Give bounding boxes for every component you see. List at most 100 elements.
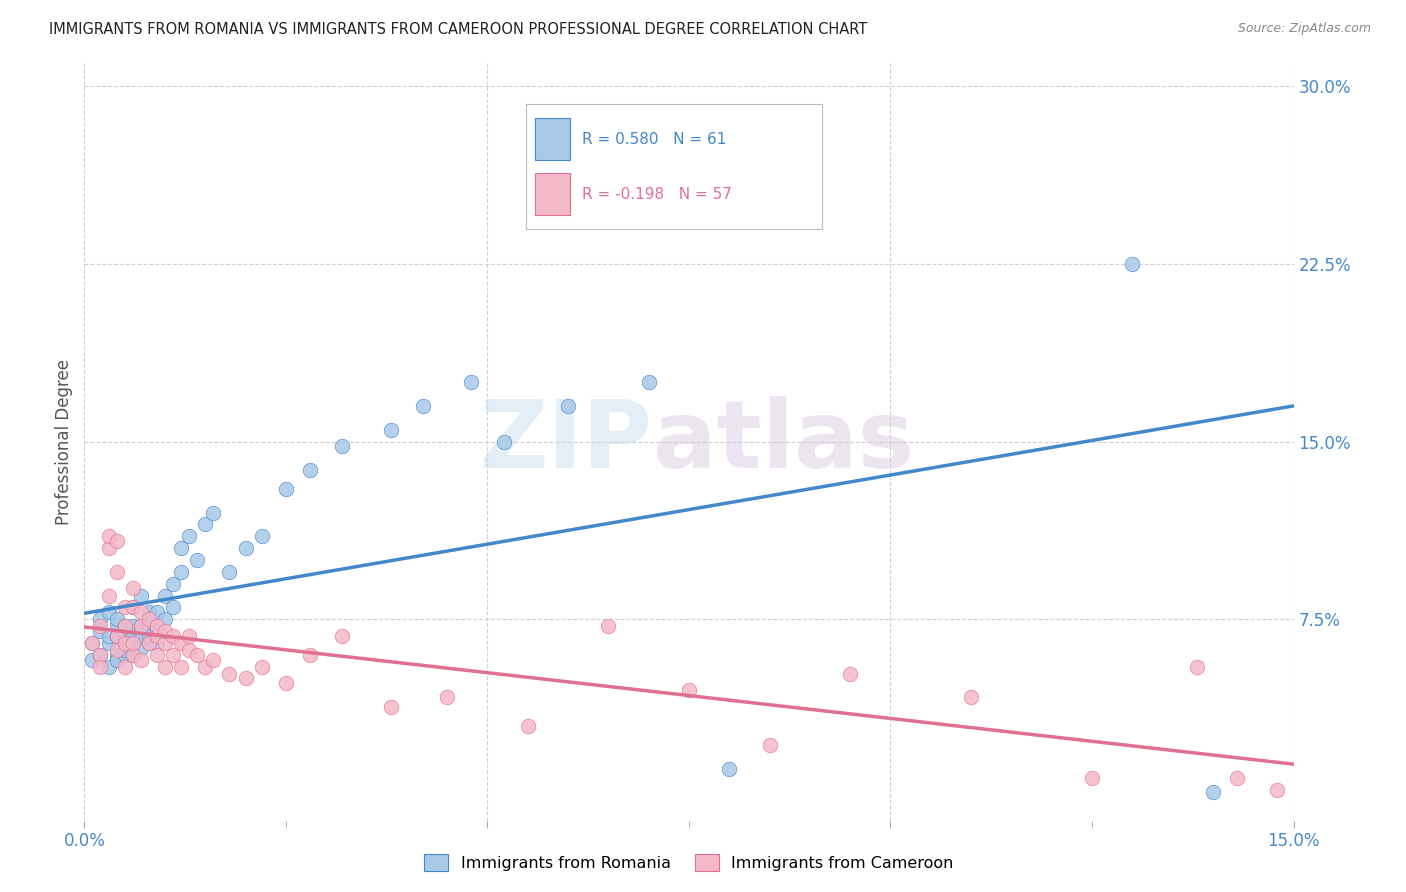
Point (121, 636, 143, 650)
Point (121, 600, 143, 615)
Point (186, 648, 208, 662)
Point (138, 612, 160, 626)
Point (129, 605, 152, 619)
Point (89, 648, 111, 662)
Point (146, 624, 169, 639)
Point (114, 648, 136, 662)
Point (179, 529, 201, 543)
Point (138, 629, 160, 643)
Point (114, 600, 136, 615)
Point (194, 659, 217, 673)
Point (330, 629, 353, 643)
Point (105, 648, 128, 662)
Point (1226, 771, 1249, 785)
Text: IMMIGRANTS FROM ROMANIA VS IMMIGRANTS FROM CAMEROON PROFESSIONAL DEGREE CORRELAT: IMMIGRANTS FROM ROMANIA VS IMMIGRANTS FR… (49, 22, 868, 37)
Point (114, 643, 136, 657)
Point (202, 652, 225, 666)
Point (114, 636, 136, 650)
Point (235, 672, 257, 686)
Point (516, 719, 538, 733)
Point (274, 676, 297, 690)
Point (114, 636, 136, 650)
Point (114, 624, 136, 639)
Point (250, 529, 273, 543)
Point (250, 659, 273, 673)
Point (114, 629, 136, 643)
Point (97, 589, 120, 603)
Point (758, 738, 780, 752)
Point (121, 629, 143, 643)
Point (146, 648, 169, 662)
Text: ZIP: ZIP (479, 395, 652, 488)
Point (146, 605, 169, 619)
Point (146, 636, 169, 650)
Point (97, 629, 120, 643)
Point (153, 659, 176, 673)
Point (170, 541, 193, 556)
Point (218, 666, 240, 681)
Point (97, 636, 120, 650)
Point (121, 619, 143, 633)
Point (114, 659, 136, 673)
Point (146, 629, 169, 643)
Point (121, 636, 143, 650)
Point (179, 629, 201, 643)
Point (121, 582, 143, 596)
Point (299, 648, 322, 662)
Point (162, 576, 184, 591)
Point (82, 652, 104, 666)
Point (105, 629, 128, 643)
Point (129, 619, 152, 633)
Point (598, 619, 620, 633)
Point (82, 636, 104, 650)
Point (380, 423, 402, 437)
Point (194, 517, 217, 532)
Point (436, 690, 458, 705)
Point (89, 612, 111, 626)
Point (557, 399, 579, 413)
Point (718, 762, 741, 776)
Point (412, 399, 434, 413)
Point (162, 629, 184, 643)
Point (1081, 771, 1104, 785)
Point (105, 612, 128, 626)
Point (678, 683, 700, 698)
Point (637, 376, 659, 390)
Point (105, 617, 128, 632)
Point (129, 589, 152, 603)
Point (218, 565, 240, 579)
Point (121, 648, 143, 662)
Point (330, 439, 353, 453)
Point (82, 636, 104, 650)
Point (121, 600, 143, 615)
Point (186, 553, 208, 567)
Point (138, 636, 160, 650)
Point (460, 376, 482, 390)
Point (138, 636, 160, 650)
Point (380, 699, 402, 714)
Point (153, 624, 176, 639)
Point (1267, 782, 1289, 797)
Point (129, 652, 152, 666)
Point (492, 434, 515, 449)
Point (1185, 659, 1208, 673)
Point (153, 612, 176, 626)
Point (960, 690, 983, 705)
Point (129, 619, 152, 633)
Point (97, 659, 120, 673)
Point (89, 619, 111, 633)
Point (97, 529, 120, 543)
Point (839, 666, 862, 681)
Point (1121, 257, 1143, 271)
Point (170, 636, 193, 650)
Point (129, 629, 152, 643)
Point (97, 541, 120, 556)
Point (89, 648, 111, 662)
Point (97, 605, 120, 619)
Point (138, 605, 160, 619)
Point (89, 659, 111, 673)
Point (105, 534, 128, 549)
Point (105, 565, 128, 579)
Point (138, 619, 160, 633)
Text: Source: ZipAtlas.com: Source: ZipAtlas.com (1237, 22, 1371, 36)
